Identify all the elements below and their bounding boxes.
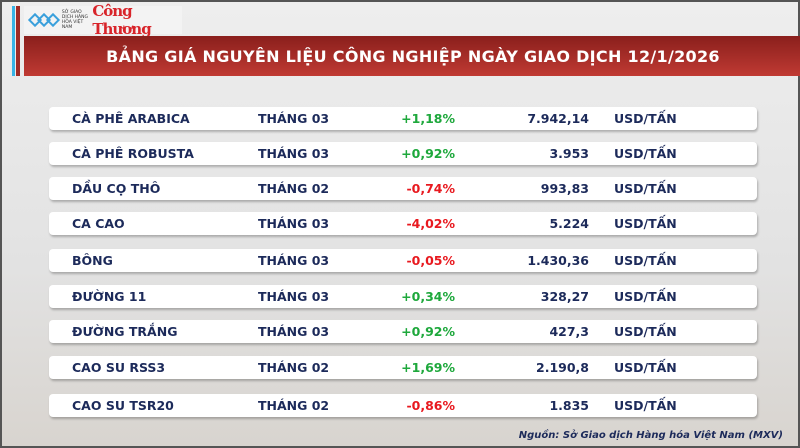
price-change: -0,74% xyxy=(406,181,455,196)
price-change: +0,92% xyxy=(401,324,455,339)
price-change: +0,34% xyxy=(401,289,455,304)
contract-month: THÁNG 03 xyxy=(258,146,330,161)
table-row: CAO SU TSR20 THÁNG 02 -0,86% 1.835 USD/TẤN xyxy=(49,394,757,417)
contract-month: THÁNG 03 xyxy=(258,111,330,126)
price-value: 1.835 xyxy=(549,398,589,413)
commodity-name: CAO SU TSR20 xyxy=(72,398,174,413)
price-unit: USD/TẤN xyxy=(614,216,677,231)
contract-month: THÁNG 02 xyxy=(258,181,330,196)
brand-logo: Công Thương xyxy=(92,2,151,38)
table-row: CA CAO THÁNG 03 -4,02% 5.224 USD/TẤN xyxy=(49,212,757,235)
title-banner: BẢNG GIÁ NGUYÊN LIỆU CÔNG NGHIỆP NGÀY GI… xyxy=(24,36,800,76)
logo-area: SỞ GIAO DỊCH HÀNG HÓA VIỆT NAM Công Thươ… xyxy=(24,2,182,38)
price-unit: USD/TẤN xyxy=(614,360,677,375)
price-value: 427,3 xyxy=(549,324,589,339)
table-row: BÔNG THÁNG 03 -0,05% 1.430,36 USD/TẤN xyxy=(49,249,757,272)
price-value: 1.430,36 xyxy=(527,253,589,268)
commodity-name: BÔNG xyxy=(72,253,113,268)
price-value: 2.190,8 xyxy=(536,360,589,375)
price-value: 7.942,14 xyxy=(527,111,589,126)
commodity-name: CA CAO xyxy=(72,216,125,231)
table-row: DẦU CỌ THÔ THÁNG 02 -0,74% 993,83 USD/TẤN xyxy=(49,177,757,200)
contract-month: THÁNG 02 xyxy=(258,360,330,375)
price-unit: USD/TẤN xyxy=(614,398,677,413)
contract-month: THÁNG 03 xyxy=(258,253,330,268)
price-value: 5.224 xyxy=(549,216,589,231)
price-unit: USD/TẤN xyxy=(614,289,677,304)
price-unit: USD/TẤN xyxy=(614,111,677,126)
price-value: 3.953 xyxy=(549,146,589,161)
commodity-name: ĐƯỜNG TRẮNG xyxy=(72,324,178,339)
price-unit: USD/TẤN xyxy=(614,146,677,161)
contract-month: THÁNG 02 xyxy=(258,398,330,413)
table-row: ĐƯỜNG TRẮNG THÁNG 03 +0,92% 427,3 USD/TẤN xyxy=(49,320,757,343)
table-row: CÀ PHÊ ARABICA THÁNG 03 +1,18% 7.942,14 USD/… xyxy=(49,107,757,130)
mxv-logo-text: SỞ GIAO DỊCH HÀNG HÓA VIỆT NAM xyxy=(61,10,88,30)
source-note: Nguồn: Sở Giao dịch Hàng hóa Việt Nam (M… xyxy=(518,430,783,441)
commodity-name: CÀ PHÊ ARABICA xyxy=(72,111,190,126)
contract-month: THÁNG 03 xyxy=(258,324,330,339)
commodity-name: DẦU CỌ THÔ xyxy=(72,181,161,196)
commodity-name: CAO SU RSS3 xyxy=(72,360,166,375)
contract-month: THÁNG 03 xyxy=(258,216,330,231)
price-unit: USD/TẤN xyxy=(614,324,677,339)
table-row: CAO SU RSS3 THÁNG 02 +1,69% 2.190,8 USD/TẤN xyxy=(49,356,757,379)
price-change: +1,18% xyxy=(401,111,455,126)
commodity-name: ĐƯỜNG 11 xyxy=(72,289,147,304)
table-row: CÀ PHÊ ROBUSTA THÁNG 03 +0,92% 3.953 USD/TẤN xyxy=(49,142,757,165)
decorative-bars xyxy=(12,6,22,76)
contract-month: THÁNG 03 xyxy=(258,289,330,304)
price-change: +1,69% xyxy=(401,360,455,375)
price-change: +0,92% xyxy=(401,146,455,161)
price-change: -4,02% xyxy=(406,216,455,231)
price-unit: USD/TẤN xyxy=(614,181,677,196)
price-change: -0,86% xyxy=(406,398,455,413)
price-value: 328,27 xyxy=(540,289,589,304)
price-unit: USD/TẤN xyxy=(614,253,677,268)
commodity-name: CÀ PHÊ ROBUSTA xyxy=(72,146,194,161)
page-title: BẢNG GIÁ NGUYÊN LIỆU CÔNG NGHIỆP NGÀY GI… xyxy=(106,46,720,66)
mxv-logo-icon xyxy=(27,12,61,28)
price-change: -0,05% xyxy=(406,253,455,268)
table-row: ĐƯỜNG 11 THÁNG 03 +0,34% 328,27 USD/TẤN xyxy=(49,285,757,308)
price-value: 993,83 xyxy=(540,181,589,196)
